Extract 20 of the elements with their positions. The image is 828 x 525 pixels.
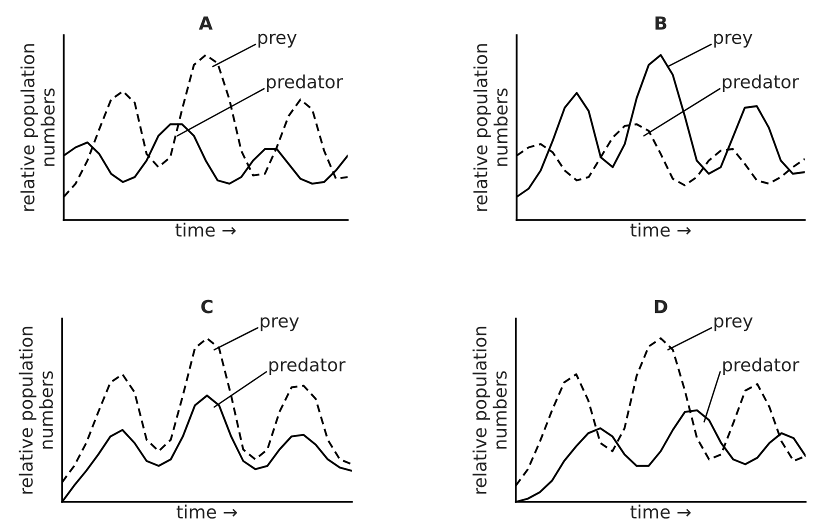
text: prey (258, 34, 297, 48)
x-axis-title: time → (630, 222, 691, 237)
y-axis-title: relative population numbers (18, 326, 54, 494)
chart-title: A (198, 16, 213, 30)
x-axis-title: time → (176, 504, 237, 519)
chart-title: B (656, 16, 666, 30)
chart-title: C (201, 300, 212, 314)
chart-title: D (654, 300, 668, 314)
y-axis-title: relative population numbers (20, 44, 55, 211)
text: prey (714, 34, 752, 48)
text: predator (722, 74, 799, 92)
y-axis-title: relative population numbers (472, 326, 507, 494)
text: predator (267, 74, 344, 92)
x-axis-title: time → (630, 504, 691, 519)
x-axis-title: time → (175, 222, 236, 237)
text: predator (269, 358, 346, 376)
text: predator (723, 358, 800, 376)
y-axis-title: relative population numbers (473, 44, 508, 211)
text: prey (260, 317, 299, 332)
text: prey (714, 317, 753, 332)
